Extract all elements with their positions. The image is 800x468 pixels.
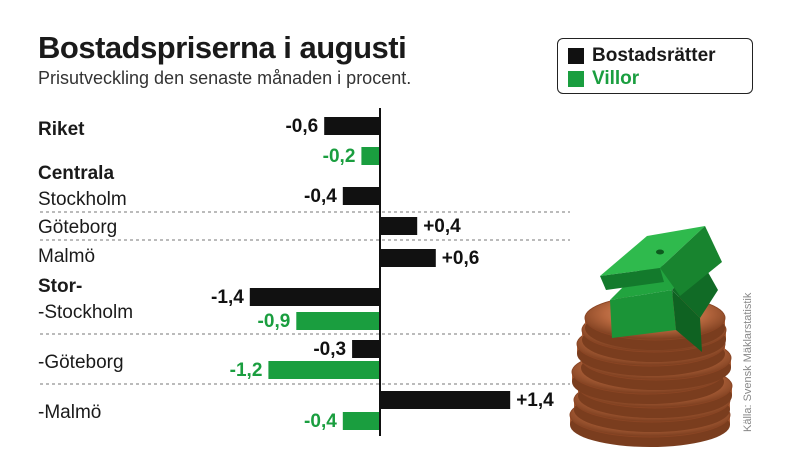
chart-title: Bostadspriserna i augusti bbox=[38, 30, 407, 65]
bar-bostadsratter bbox=[324, 117, 380, 135]
data-label: -0,4 bbox=[304, 411, 337, 432]
group-header-label: Centrala bbox=[38, 163, 114, 184]
legend-swatch-villor bbox=[568, 70, 584, 87]
data-label: +0,4 bbox=[423, 216, 461, 237]
data-label: +0,6 bbox=[442, 248, 480, 269]
bar-villor bbox=[296, 312, 380, 330]
category-label: Riket bbox=[38, 119, 85, 140]
bar-bostadsratter bbox=[249, 288, 380, 306]
data-label: -0,9 bbox=[258, 311, 291, 332]
bar-bostadsratter bbox=[380, 249, 436, 267]
bar-bostadsratter bbox=[380, 391, 511, 409]
legend-label-villor: Villor bbox=[592, 67, 640, 89]
data-label: -0,2 bbox=[323, 146, 356, 167]
legend-item-villor: Villor bbox=[568, 67, 742, 90]
bar-bostadsratter bbox=[342, 187, 380, 205]
bar-bostadsratter bbox=[380, 217, 418, 235]
coin-stack-house-illustration bbox=[569, 226, 733, 447]
legend: Bostadsrätter Villor bbox=[557, 38, 753, 94]
category-label: -Göteborg bbox=[38, 352, 124, 373]
source-note: Källa: Svensk Mäklarstatistik bbox=[742, 292, 754, 432]
data-label: -0,4 bbox=[304, 186, 337, 207]
legend-item-bostadsratter: Bostadsrätter bbox=[568, 44, 742, 67]
legend-swatch-bostadsratter bbox=[568, 47, 584, 64]
data-label: -0,6 bbox=[285, 116, 318, 137]
data-label: -1,2 bbox=[230, 360, 263, 381]
legend-label-bostadsratter: Bostadsrätter bbox=[592, 44, 716, 66]
chart-subtitle: Prisutveckling den senaste månaden i pro… bbox=[38, 68, 412, 88]
category-label: Stockholm bbox=[38, 189, 127, 210]
category-label: -Stockholm bbox=[38, 302, 133, 323]
data-label: -0,3 bbox=[313, 339, 346, 360]
house-icon bbox=[600, 226, 722, 352]
bar-villor bbox=[361, 147, 380, 165]
category-label: -Malmö bbox=[38, 402, 101, 423]
category-label: Göteborg bbox=[38, 217, 117, 238]
bar-villor bbox=[268, 361, 380, 379]
bar-villor bbox=[342, 412, 380, 430]
data-label: -1,4 bbox=[211, 287, 244, 308]
category-label: Malmö bbox=[38, 246, 95, 267]
data-label: +1,4 bbox=[516, 390, 554, 411]
group-header-label: Stor- bbox=[38, 276, 82, 297]
bar-bostadsratter bbox=[352, 340, 380, 358]
